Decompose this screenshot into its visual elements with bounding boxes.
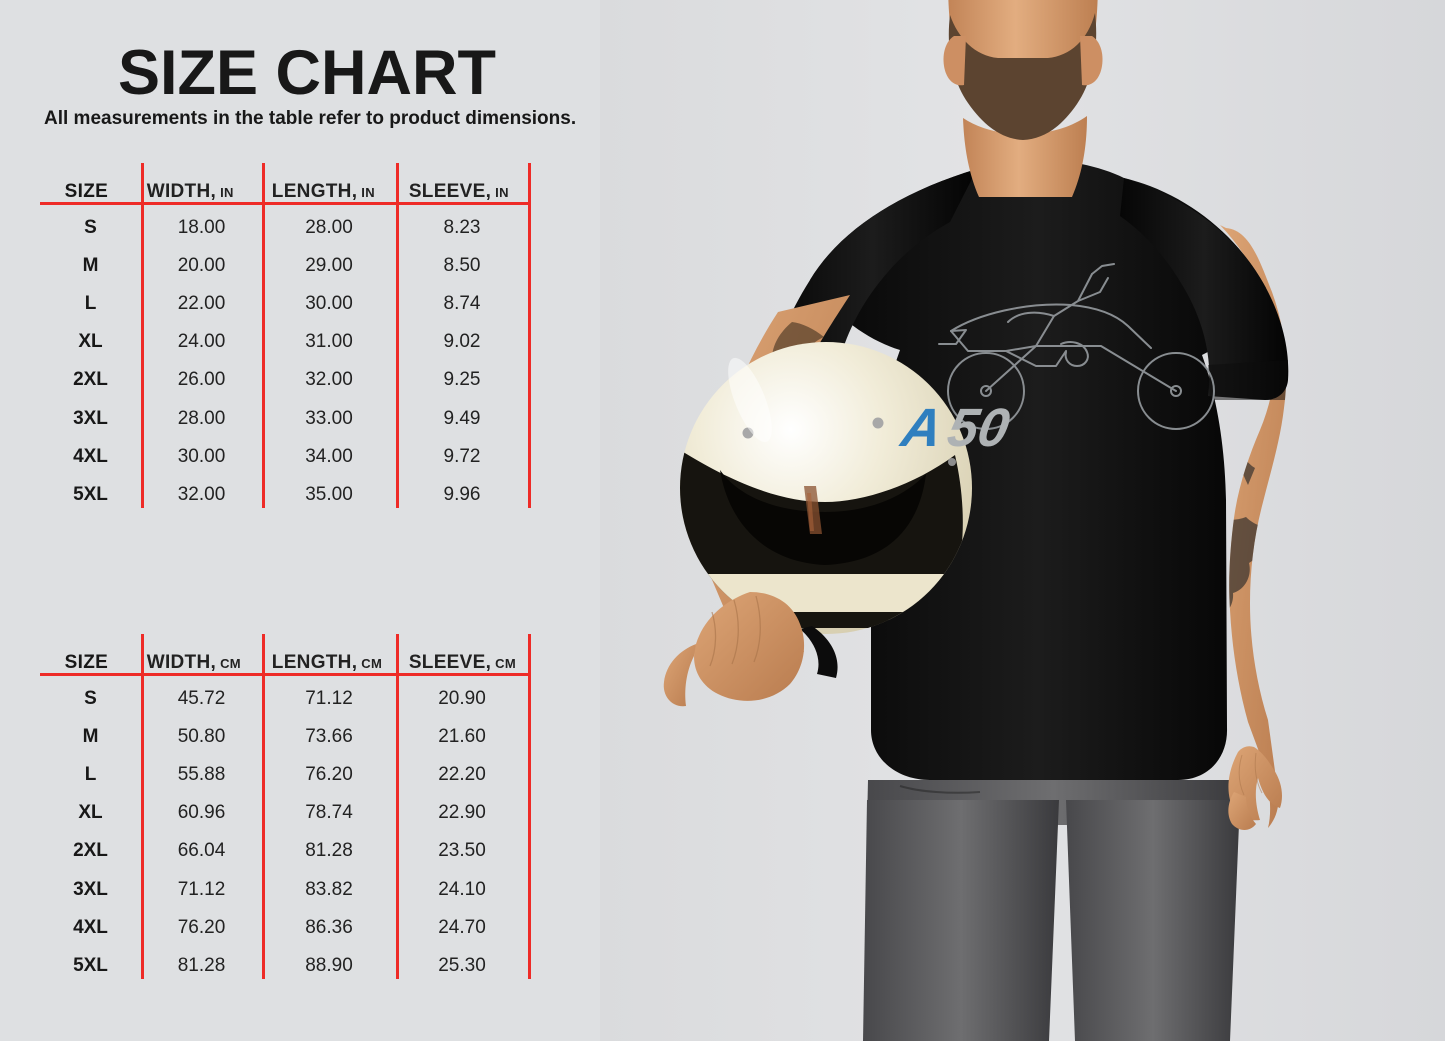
svg-text:50: 50	[943, 397, 1014, 458]
